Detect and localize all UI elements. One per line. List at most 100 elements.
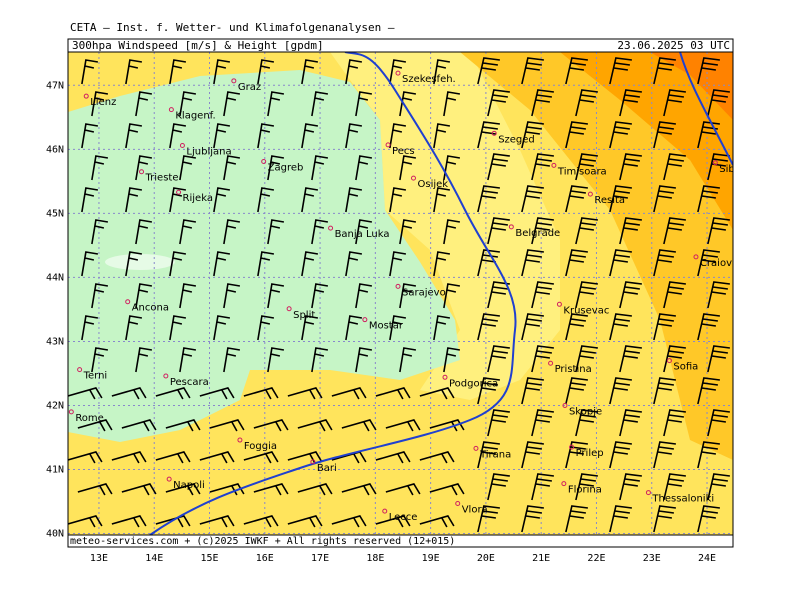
lat-label: 43N [46,336,64,347]
wind-barb [169,59,187,85]
wind-barb [443,219,461,245]
wind-barb [653,249,676,277]
wind-barb [179,347,197,373]
city-marker [693,254,699,260]
wind-barb [165,419,201,432]
wind-barb [223,91,241,117]
city-label: Pecs [392,146,415,157]
wind-barb [77,483,113,496]
wind-barb [331,387,367,400]
lon-label: 23E [643,553,661,564]
wind-barb [521,505,544,533]
wind-barb [429,483,465,496]
city-marker [328,225,334,231]
city-marker [410,175,416,181]
wind-barb [619,89,642,117]
wind-barb [301,59,319,85]
wind-barb [609,505,632,533]
wind-barb [243,387,279,400]
lat-label: 47N [46,80,64,91]
lon-label: 14E [145,553,163,564]
city-label: Pescara [170,377,209,388]
wind-barb [223,347,241,373]
wind-barb [257,59,275,85]
wind-barb [653,505,676,533]
city-marker [442,374,448,380]
city-label: Szekesfeh. [402,74,456,85]
wind-barb [91,219,109,245]
wind-barb [399,91,417,117]
wind-barb [267,219,285,245]
lon-label: 19E [422,553,440,564]
lon-label: 15E [200,553,218,564]
wind-barb [91,91,109,117]
wind-barb [297,483,333,496]
wind-barb [487,89,510,117]
wind-barb [223,283,241,309]
wind-barb [125,251,143,277]
height-contour [149,52,517,536]
wind-barb [707,345,730,373]
city-marker [473,445,479,451]
wind-barb [287,387,323,400]
wind-barb [697,313,720,341]
wind-barb [111,451,147,464]
wind-barb [297,419,333,432]
lat-label: 44N [46,272,64,283]
city-marker [455,500,461,506]
wind-barb [213,187,231,213]
wind-barb [125,187,143,213]
wind-barb [179,283,197,309]
wind-barb [301,251,319,277]
wind-barb [169,315,187,341]
city-marker [176,189,182,195]
wind-barb [111,387,147,400]
wind-barb [253,419,289,432]
wind-barb [91,155,109,181]
wind-barb [287,451,323,464]
wind-barb [345,59,363,85]
city-marker [231,78,237,84]
wind-barb [477,57,500,85]
city-label: Prilep [576,448,604,459]
wind-barb [243,451,279,464]
wind-barbs [68,57,730,533]
city-marker [68,409,74,415]
city-marker [286,306,292,312]
wind-barb [121,419,157,432]
city-marker [237,437,243,443]
wind-barb [331,515,367,528]
lon-label: 17E [311,553,329,564]
wind-barb [565,249,588,277]
wind-barb [521,313,544,341]
wind-barb [565,121,588,149]
lat-label: 45N [46,208,64,219]
wind-barb [169,187,187,213]
city-marker [261,159,267,165]
wind-barb [707,217,730,245]
wind-barb [179,219,197,245]
city-marker [168,107,174,113]
wind-barb [81,251,99,277]
wind-barb [653,185,676,213]
footer: meteo-services.com + (c)2025 IWKF + All … [70,536,455,547]
wind-barb [443,347,461,373]
city-marker [166,476,172,482]
city-label: Zagreb [268,163,304,174]
wind-barb [179,91,197,117]
wind-barb [531,345,554,373]
wind-barb [389,187,407,213]
wind-barb [697,441,720,469]
wind-barb [619,409,642,437]
wind-barb [81,315,99,341]
wind-barb [355,155,373,181]
wind-barb [399,155,417,181]
city-marker [83,93,89,99]
wind-barb [707,473,730,501]
graticule [68,52,733,547]
wind-barb [301,187,319,213]
city-marker [561,481,567,487]
wind-barb [433,187,451,213]
city-marker [556,301,562,307]
